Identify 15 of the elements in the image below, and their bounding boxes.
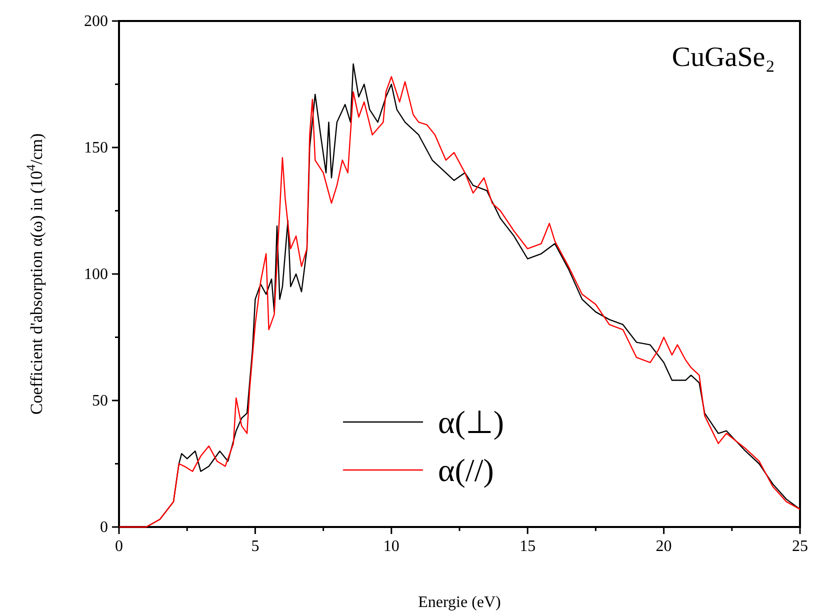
x-tick-label: 10: [383, 538, 400, 555]
x-tick-label: 0: [115, 538, 123, 555]
y-tick-label: 50: [92, 392, 108, 410]
y-tick-label: 0: [100, 519, 108, 536]
x-tick-label: 25: [792, 538, 808, 555]
x-tick-label: 15: [520, 538, 536, 555]
y-tick-label: 150: [84, 140, 108, 156]
text: CuGaSe₂: [672, 42, 775, 73]
legend-label: α(⊥): [438, 404, 504, 440]
x-axis-title: Energie (eV): [418, 594, 501, 611]
x-tick-label: 5: [251, 538, 260, 555]
legend-label: α(//): [438, 452, 494, 488]
y-tick-label: 200: [84, 13, 108, 30]
y-tick-label: 100: [84, 266, 108, 283]
x-tick-label: 20: [656, 538, 672, 555]
